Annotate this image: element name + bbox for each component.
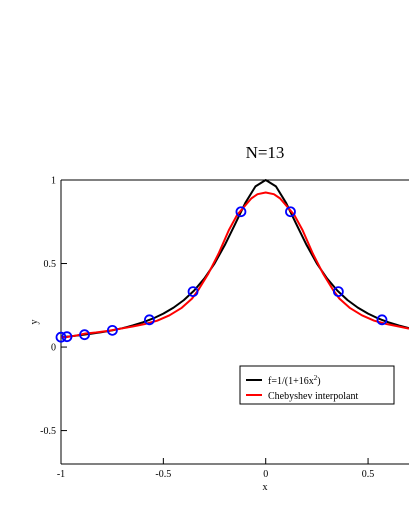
node-marker (332, 286, 344, 297)
x-tick-label: 0.5 (362, 469, 375, 480)
legend-box (239, 365, 395, 405)
legend-label-chebyshev: Chebyshev interpolant (268, 391, 358, 402)
y-tick-label: -0.5 (40, 426, 56, 437)
chart-title: N=13 (246, 143, 285, 162)
x-ticks: -1 -0.5 0 0.5 (57, 458, 374, 480)
node-marker (79, 329, 90, 341)
node-marker (376, 314, 388, 326)
legend-label-f: f=1/(1+16x2) (268, 374, 321, 387)
y-tick-label: 0.5 (44, 259, 57, 270)
x-tick-label: -1 (57, 469, 65, 480)
x-axis-label: x (263, 482, 268, 493)
series-line-f (60, 179, 409, 339)
series-layer (60, 179, 409, 339)
series-line-chebyshev (60, 191, 409, 339)
node-marker (144, 314, 155, 326)
interpolation-nodes (55, 206, 388, 343)
y-axis-label: y (29, 320, 40, 325)
y-tick-label: 1 (51, 176, 56, 187)
legend: f=1/(1+16x2) Chebyshev interpolant (239, 365, 395, 405)
y-ticks: -0.5 0 0.5 1 (40, 176, 67, 437)
node-marker (55, 331, 67, 343)
x-tick-label: 0 (263, 469, 268, 480)
node-marker (61, 331, 73, 343)
node-marker (285, 206, 296, 218)
y-tick-label: 0 (51, 343, 56, 354)
x-tick-label: -0.5 (155, 469, 171, 480)
node-marker (235, 206, 247, 218)
plot-frame (60, 179, 409, 465)
node-marker (106, 324, 118, 336)
node-marker (187, 286, 199, 297)
